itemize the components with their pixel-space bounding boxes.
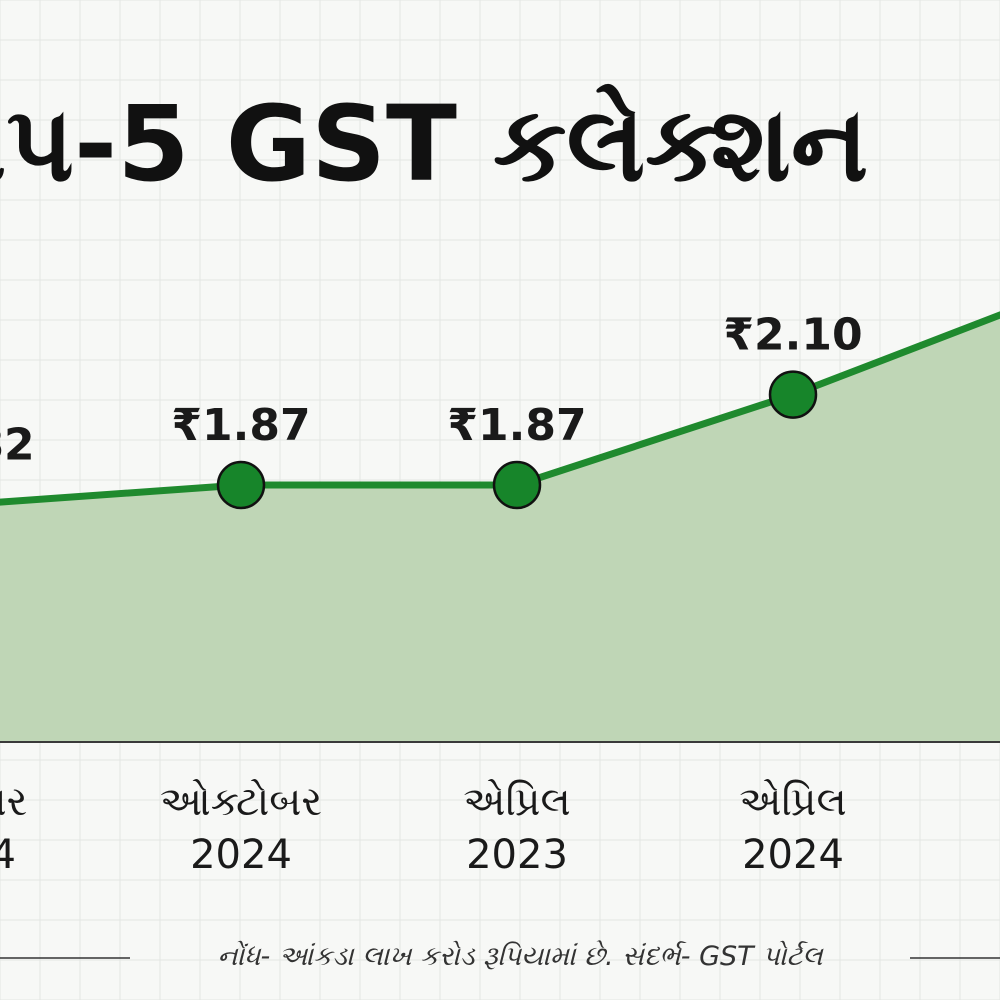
x-tick-label-year: 2024: [0, 832, 16, 878]
data-point-marker: [492, 460, 542, 510]
x-tick-label-month: એપ્રિલ: [739, 779, 846, 825]
data-value-label: ₹1.87: [171, 400, 310, 451]
chart-title: ટોપ-5 GST કલેક્શન: [0, 83, 868, 205]
data-point-marker: [216, 460, 266, 510]
x-tick-label-year: 2024: [190, 832, 292, 878]
area-fill: [0, 315, 1000, 742]
x-tick-label-month: એપ્રિલ: [463, 779, 570, 825]
data-point-marker: [768, 370, 818, 419]
x-tick-label-month: નવેમ્બર: [0, 779, 27, 825]
source-note: નોંધ- આંકડા લાખ કરોડ રૂપિયામાં છે. સંદર્…: [217, 940, 824, 972]
x-tick-label-year: 2024: [742, 832, 844, 878]
data-value-label: ₹1.82: [0, 420, 35, 471]
data-value-label: ₹2.10: [723, 310, 862, 361]
x-tick-label-year: 2023: [466, 832, 568, 878]
x-tick-label-month: ઓક્ટોબર: [160, 779, 322, 825]
data-value-label: ₹1.87: [447, 400, 586, 451]
